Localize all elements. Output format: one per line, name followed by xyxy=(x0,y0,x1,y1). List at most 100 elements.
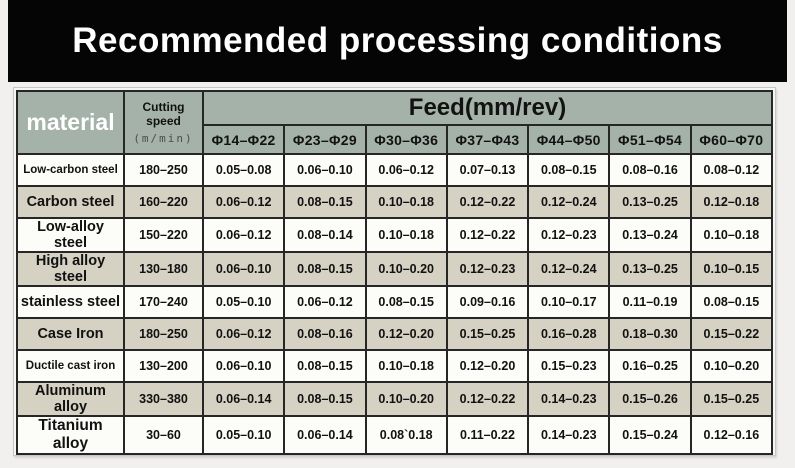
feed-cell: 0.15–0.26 xyxy=(608,381,692,417)
feed-cell: 0.08–0.12 xyxy=(689,153,774,187)
feed-cell: 0.16–0.25 xyxy=(608,349,692,383)
feed-cell: 0.14–0.23 xyxy=(527,381,611,417)
table-row: Low-alloy steel 150–220 0.06–0.12 0.08–0.14… xyxy=(16,217,774,253)
feed-cell: 0.08–0.15 xyxy=(283,349,367,383)
feed-cell: 0.06–0.14 xyxy=(283,415,367,455)
table-row: stainless steel 170–240 0.05–0.10 0.06–0.12… xyxy=(16,285,774,319)
feed-cell: 0.13–0.24 xyxy=(608,217,692,253)
cutting-speed-cell: 170–240 xyxy=(123,285,204,319)
feed-cell: 0.08`0.18 xyxy=(364,415,448,455)
material-cell: High alloy steel xyxy=(16,251,125,287)
diameter-range-header: Φ23–Φ29 xyxy=(283,124,367,155)
feed-cell: 0.08–0.15 xyxy=(689,285,774,319)
feed-cell: 0.13–0.25 xyxy=(608,185,692,219)
material-cell: Carbon steel xyxy=(16,185,125,219)
feed-cell: 0.12–0.24 xyxy=(527,185,611,219)
feed-header: Feed(mm/rev) xyxy=(202,90,773,126)
diameter-range-header: Φ44–Φ50 xyxy=(527,124,611,155)
page-title: Recommended processing conditions xyxy=(72,21,723,60)
table-row: Aluminum alloy 330–380 0.06–0.14 0.08–0.15 0… xyxy=(16,381,774,417)
feed-cell: 0.08–0.15 xyxy=(364,285,448,319)
processing-conditions-table: material Cutting speed (m/min) Feed(mm/r… xyxy=(16,90,774,455)
feed-cell: 0.18–0.30 xyxy=(608,317,692,351)
feed-cell: 0.11–0.19 xyxy=(608,285,692,319)
feed-cell: 0.14–0.23 xyxy=(527,415,611,455)
feed-cell: 0.05–0.10 xyxy=(201,415,286,455)
material-column-header: material xyxy=(16,90,125,155)
diameter-range-header: Φ51–Φ54 xyxy=(608,124,692,155)
feed-cell: 0.12–0.22 xyxy=(445,381,530,417)
cutting-speed-cell: 130–180 xyxy=(123,251,204,287)
feed-cell: 0.08–0.15 xyxy=(283,381,367,417)
cutting-speed-cell: 330–380 xyxy=(123,381,204,417)
feed-cell: 0.15–0.24 xyxy=(608,415,692,455)
diameter-header-row: Φ14–Φ22 Φ23–Φ29 Φ30–Φ36 Φ37–Φ43 Φ44–Φ50 Φ51–Φ… xyxy=(17,124,774,155)
material-cell: Ductile cast iron xyxy=(16,349,125,383)
feed-cell: 0.10–0.17 xyxy=(527,285,611,319)
feed-cell: 0.10–0.20 xyxy=(364,381,448,417)
diameter-range-header: Φ14–Φ22 xyxy=(201,124,286,155)
table-row: High alloy steel 130–180 0.06–0.10 0.08–0.1… xyxy=(16,251,774,287)
feed-cell: 0.10–0.18 xyxy=(364,217,448,253)
feed-cell: 0.08–0.15 xyxy=(283,251,367,287)
feed-cell: 0.12–0.22 xyxy=(445,185,530,219)
feed-cell: 0.10–0.20 xyxy=(364,251,448,287)
table-row: Low-carbon steel 180–250 0.05–0.08 0.06–0.1… xyxy=(16,153,774,187)
feed-cell: 0.12–0.24 xyxy=(527,251,611,287)
feed-cell: 0.10–0.18 xyxy=(364,349,448,383)
cutting-speed-cell: 30–60 xyxy=(123,415,204,455)
table-row: Carbon steel 160–220 0.06–0.12 0.08–0.15 0.1… xyxy=(16,185,774,219)
feed-cell: 0.06–0.10 xyxy=(283,153,367,187)
material-cell: Low-alloy steel xyxy=(16,217,125,253)
feed-cell: 0.12–0.20 xyxy=(445,349,530,383)
feed-cell: 0.06–0.12 xyxy=(283,285,367,319)
feed-cell: 0.15–0.22 xyxy=(689,317,774,351)
feed-cell: 0.08–0.16 xyxy=(608,153,692,187)
feed-cell: 0.15–0.25 xyxy=(689,381,774,417)
diameter-range-header: Φ30–Φ36 xyxy=(364,124,448,155)
feed-cell: 0.16–0.28 xyxy=(527,317,611,351)
diameter-range-header: Φ60–Φ70 xyxy=(689,124,774,155)
diameter-range-header: Φ37–Φ43 xyxy=(445,124,530,155)
feed-cell: 0.11–0.22 xyxy=(445,415,530,455)
table-body: Low-carbon steel 180–250 0.05–0.08 0.06–0.1… xyxy=(16,153,774,455)
feed-cell: 0.12–0.23 xyxy=(527,217,611,253)
feed-cell: 0.07–0.13 xyxy=(445,153,530,187)
table-frame: material Cutting speed (m/min) Feed(mm/r… xyxy=(13,87,776,456)
material-cell: Low-carbon steel xyxy=(16,153,125,187)
feed-cell: 0.15–0.25 xyxy=(445,317,530,351)
feed-cell: 0.15–0.23 xyxy=(527,349,611,383)
feed-cell: 0.12–0.23 xyxy=(445,251,530,287)
feed-cell: 0.08–0.15 xyxy=(283,185,367,219)
table-row: Titanium alloy 30–60 0.05–0.10 0.06–0.14 0.0… xyxy=(16,415,774,455)
cutting-speed-label: Cutting speed xyxy=(142,100,185,128)
cutting-speed-unit: (m/min) xyxy=(133,132,194,145)
cutting-speed-cell: 180–250 xyxy=(123,317,204,351)
cutting-speed-cell: 130–200 xyxy=(123,349,204,383)
cutting-speed-column-header: Cutting speed (m/min) xyxy=(123,90,204,155)
feed-cell: 0.06–0.12 xyxy=(201,185,286,219)
feed-cell: 0.08–0.14 xyxy=(283,217,367,253)
feed-cell: 0.13–0.25 xyxy=(608,251,692,287)
feed-cell: 0.06–0.10 xyxy=(201,349,286,383)
feed-cell: 0.06–0.10 xyxy=(201,251,286,287)
table-row: Case Iron 180–250 0.06–0.12 0.08–0.16 0.12–0… xyxy=(16,317,774,351)
feed-cell: 0.10–0.18 xyxy=(364,185,448,219)
feed-cell: 0.05–0.08 xyxy=(201,153,286,187)
cutting-speed-cell: 150–220 xyxy=(123,217,204,253)
material-cell: stainless steel xyxy=(16,285,125,319)
feed-cell: 0.10–0.20 xyxy=(689,349,774,383)
feed-cell: 0.06–0.12 xyxy=(364,153,448,187)
table-row: Ductile cast iron 130–200 0.06–0.10 0.08–0.… xyxy=(16,349,774,383)
feed-cell: 0.12–0.16 xyxy=(689,415,774,455)
material-cell: Titanium alloy xyxy=(16,415,125,455)
feed-cell: 0.10–0.18 xyxy=(689,217,774,253)
feed-cell: 0.09–0.16 xyxy=(445,285,530,319)
feed-cell: 0.06–0.12 xyxy=(201,317,286,351)
feed-cell: 0.06–0.14 xyxy=(201,381,286,417)
cutting-speed-cell: 180–250 xyxy=(123,153,204,187)
feed-cell: 0.12–0.18 xyxy=(689,185,774,219)
feed-cell: 0.12–0.22 xyxy=(445,217,530,253)
main-header-row: material Cutting speed (m/min) Feed(mm/r… xyxy=(16,90,773,155)
